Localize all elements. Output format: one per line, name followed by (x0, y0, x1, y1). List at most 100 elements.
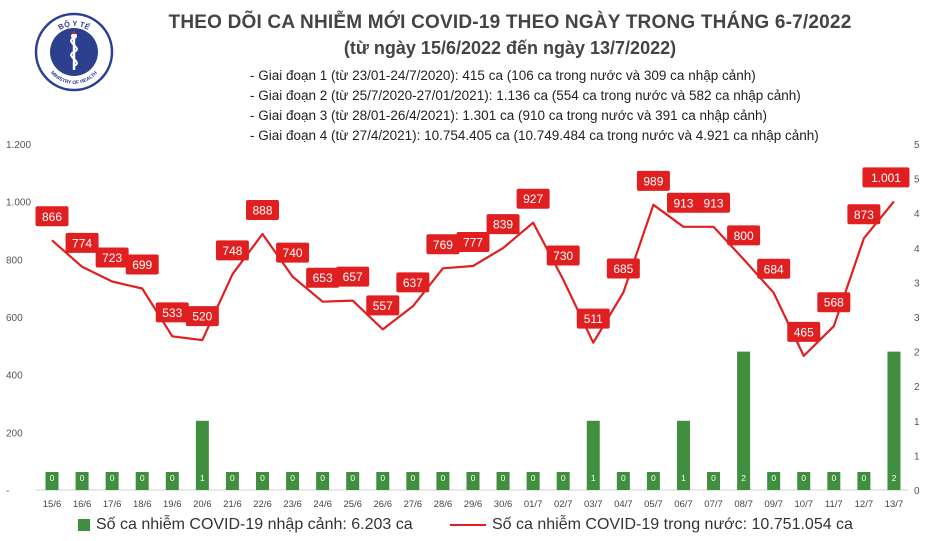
line-value-label: 511 (584, 312, 603, 326)
x-tick-label: 20/6 (193, 499, 212, 510)
x-tick-label: 21/6 (223, 499, 242, 510)
line-value-box (576, 308, 610, 329)
bar-value-label: 0 (862, 473, 867, 483)
line-value-box (606, 258, 640, 279)
bar-imported (45, 472, 59, 490)
y-right-tick-label: 5 (914, 140, 920, 151)
line-value-box (697, 192, 731, 213)
line-domestic (51, 200, 895, 357)
line-value-label: 684 (764, 262, 784, 276)
line-value-label: 839 (493, 218, 513, 232)
chart-legend: Số ca nhiễm COVID-19 nhập cảnh: 6.203 ca… (60, 514, 920, 538)
line-value-label: 777 (463, 235, 483, 249)
line-value-box (125, 254, 159, 275)
bar-imported (466, 472, 480, 490)
caduceus-icon (70, 30, 78, 70)
line-value-box (546, 245, 580, 266)
phase-summary-list: - Giai đoạn 1 (từ 23/01-24/7/2020): 415 … (250, 66, 819, 146)
bar-imported (105, 472, 119, 490)
legend-swatch-domestic (450, 524, 486, 526)
x-tick-label: 05/7 (644, 499, 663, 510)
line-value-box (336, 266, 370, 287)
x-tick-label: 29/6 (464, 499, 483, 510)
bar-value-label: 0 (170, 473, 175, 483)
line-value-box (426, 234, 460, 255)
x-tick-label: 03/7 (584, 499, 603, 510)
x-tick-label: 19/6 (163, 499, 182, 510)
bar-value-label: 2 (741, 473, 746, 483)
bar-value-label: 0 (230, 473, 235, 483)
bar-imported (436, 472, 450, 490)
bar-imported (75, 472, 89, 490)
bar-value-label: 1 (681, 473, 686, 483)
x-tick-label: 02/7 (554, 499, 573, 510)
line-value-box (245, 199, 279, 220)
x-tick-label: 12/7 (855, 499, 874, 510)
line-value-label: 873 (854, 208, 874, 222)
line-value-box (666, 192, 700, 213)
phase-3-summary: - Giai đoạn 3 (từ 28/01-26/4/2021): 1.30… (250, 108, 768, 123)
ministry-of-health-logo: BỘ Y TẾ MINISTRY OF HEALTH (34, 12, 114, 92)
bar-value-label: 0 (621, 473, 626, 483)
x-tick-label: 24/6 (313, 499, 332, 510)
bar-value-label: 0 (80, 473, 85, 483)
line-value-label: 568 (824, 296, 844, 310)
line-value-label: 730 (553, 249, 573, 263)
bar-imported (195, 420, 209, 490)
line-value-label: 637 (403, 276, 423, 290)
bar-value-label: 0 (320, 473, 325, 483)
x-tick-label: 28/6 (434, 499, 453, 510)
x-tick-label: 11/7 (825, 499, 843, 510)
line-value-box (516, 188, 550, 209)
y-right-tick-label: 3 (914, 313, 920, 324)
line-value-box (95, 247, 129, 268)
legend-label-imported: Số ca nhiễm COVID-19 nhập cảnh: 6.203 ca (96, 516, 413, 533)
bar-value-label: 0 (380, 473, 385, 483)
line-value-box (35, 206, 69, 227)
line-value-box (306, 267, 340, 288)
line-value-label: 927 (523, 192, 543, 206)
bar-imported (255, 472, 269, 490)
bar-value-label: 1 (200, 473, 205, 483)
x-tick-label: 15/6 (43, 499, 62, 510)
line-value-box (817, 292, 851, 313)
bar-imported (406, 472, 420, 490)
bar-imported (887, 351, 901, 490)
line-value-box (215, 240, 249, 261)
line-value-box (276, 242, 310, 263)
bar-imported (165, 472, 179, 490)
bar-value-label: 0 (290, 473, 295, 483)
bar-imported (496, 472, 510, 490)
bar-value-label: 0 (110, 473, 115, 483)
bar-imported (586, 420, 600, 490)
bar-value-label: 1 (591, 473, 596, 483)
y-right-tick-label: 2 (914, 382, 920, 393)
line-value-box (456, 231, 490, 252)
bar-value-label: 0 (260, 473, 265, 483)
line-value-box (847, 204, 881, 225)
logo-top-text: BỘ Y TẾ (57, 19, 92, 32)
line-value-label: 913 (704, 196, 724, 210)
bar-value-label: 0 (50, 473, 55, 483)
y-right-tick-label: 0 (914, 486, 920, 497)
line-value-label: 740 (283, 246, 303, 260)
line-value-box (65, 232, 99, 253)
line-value-label: 769 (433, 238, 453, 252)
y-left-tick-label: 1.000 (6, 198, 31, 209)
phase-4-summary: - Giai đoạn 4 (từ 27/4/2021): 10.754.405… (250, 128, 819, 143)
svg-text:BỘ Y TẾ: BỘ Y TẾ (57, 19, 92, 32)
bar-imported (556, 472, 570, 490)
legend-swatch-imported (78, 519, 90, 531)
line-value-label: 748 (222, 244, 242, 258)
line-value-label: 520 (192, 310, 212, 324)
line-value-label: 685 (613, 262, 633, 276)
x-tick-label: 23/6 (283, 499, 302, 510)
bar-value-label: 2 (892, 473, 897, 483)
line-value-label: 913 (673, 196, 693, 210)
line-value-box (396, 272, 430, 293)
x-tick-label: 26/6 (374, 499, 393, 510)
line-value-label: 989 (643, 174, 663, 188)
bar-value-label: 0 (771, 473, 776, 483)
bar-imported (376, 472, 390, 490)
x-tick-label: 04/7 (614, 499, 633, 510)
